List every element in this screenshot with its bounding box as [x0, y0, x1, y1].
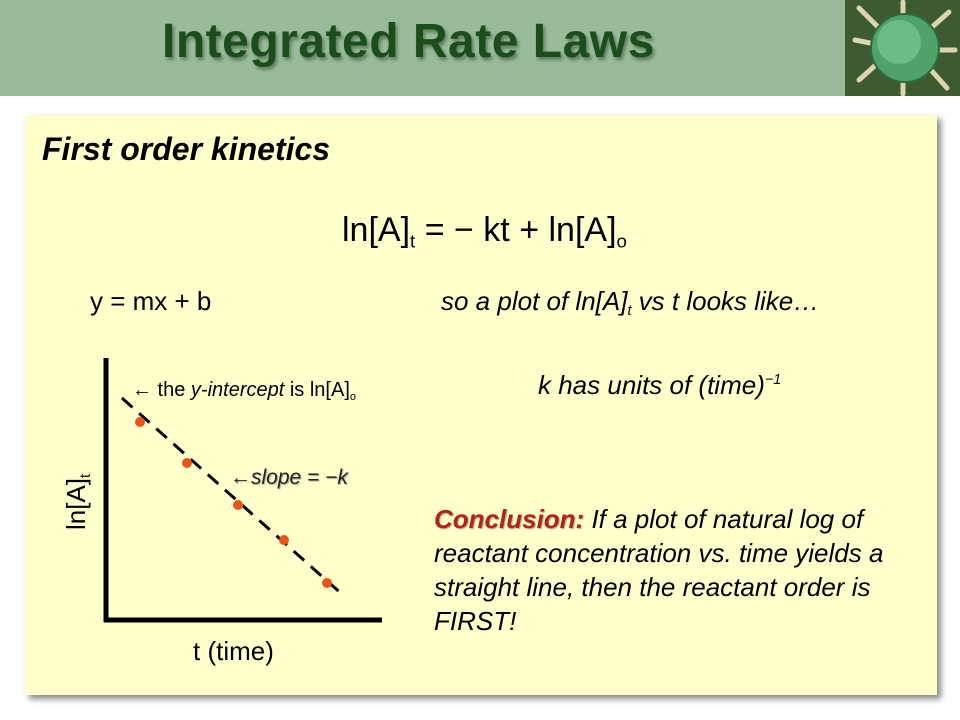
data-point: [233, 500, 243, 510]
corner-image: [845, 0, 960, 96]
plot-statement: so a plot of ln[A]t vs t looks like…: [441, 286, 820, 319]
data-point: [135, 417, 145, 427]
data-points: [135, 417, 332, 588]
content-panel: [25, 115, 937, 695]
trend-line: [121, 396, 345, 598]
slope-annotation: ←slope = −k: [230, 466, 348, 489]
units-note: k has units of (time)−1: [538, 370, 782, 400]
intercept-annotation: ← the y-intercept is ln[A]o: [132, 379, 356, 403]
conclusion-body: If a plot of natural log of reactant con…: [434, 504, 884, 636]
microbe-illustration: [845, 0, 960, 96]
data-point: [322, 578, 332, 588]
y-axis-label: ln[A]t: [61, 473, 94, 530]
data-point: [182, 458, 192, 468]
x-axis-label: t (time): [193, 636, 274, 666]
title-bar: [0, 0, 845, 96]
section-heading: First order kinetics: [42, 131, 331, 167]
data-point: [279, 535, 289, 545]
slide-title: Integrated Rate Laws: [162, 15, 655, 68]
conclusion-label: Conclusion:: [434, 504, 585, 534]
conclusion-text: Conclusion: If a plot of natural log of …: [434, 502, 914, 638]
linear-form: y = mx + b: [90, 286, 212, 316]
rate-equation: ln[A]t = − kt + ln[A]o: [342, 211, 627, 252]
